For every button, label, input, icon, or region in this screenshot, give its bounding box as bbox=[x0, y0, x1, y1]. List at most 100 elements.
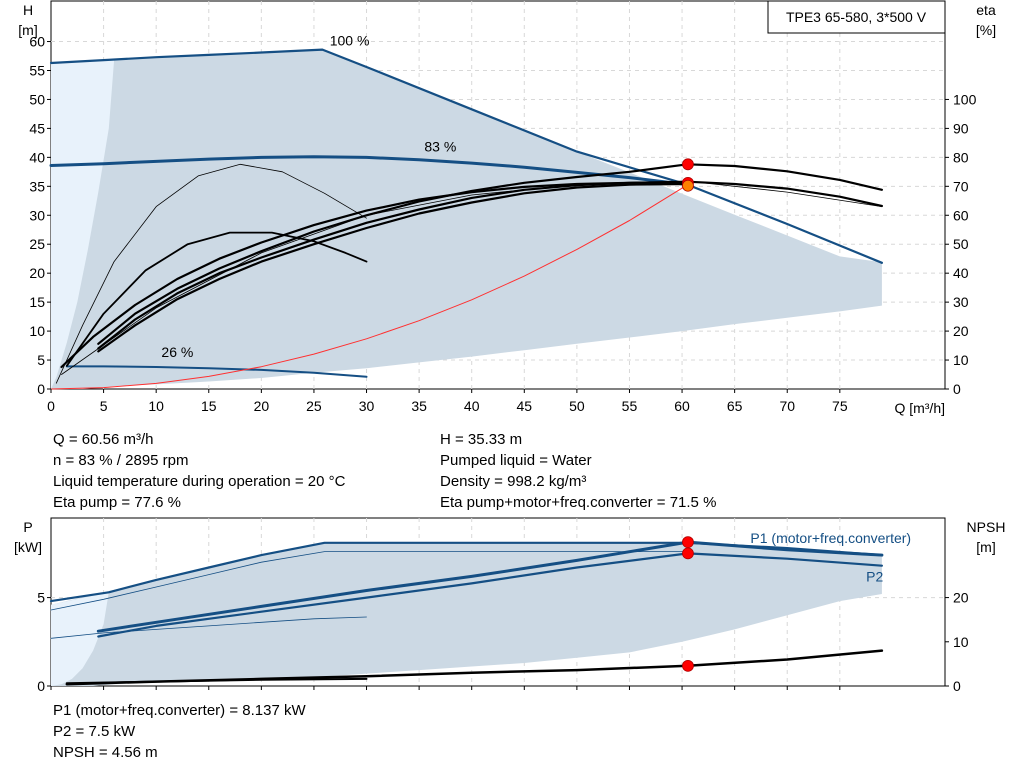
right-tick-label: 20 bbox=[953, 590, 969, 606]
info-head: H = 35.33 m bbox=[440, 431, 523, 448]
x-tick-label: 30 bbox=[359, 398, 375, 414]
left-tick-label: 15 bbox=[29, 294, 45, 310]
x-axis-label: Q [m³/h] bbox=[894, 400, 945, 416]
right-tick-label: 0 bbox=[953, 678, 961, 694]
power-info: P1 (motor+freq.converter) = 8.137 kW P2 … bbox=[53, 700, 306, 763]
info-eta-pump: Eta pump = 77.6 % bbox=[53, 494, 181, 511]
info-npsh: NPSH = 4.56 m bbox=[53, 744, 158, 761]
x-tick-label: 50 bbox=[569, 398, 585, 414]
left-tick-label: 5 bbox=[37, 352, 45, 368]
x-tick-label: 15 bbox=[201, 398, 217, 414]
series-efficiency-26 bbox=[65, 231, 368, 367]
x-tick-label: 45 bbox=[517, 398, 533, 414]
series-envelope-edge bbox=[51, 60, 115, 389]
series-efficiency-b bbox=[97, 180, 884, 350]
x-tick-label: 65 bbox=[727, 398, 743, 414]
series-p2-83 bbox=[97, 552, 884, 638]
series-envelope bbox=[51, 50, 882, 389]
series-system-curve bbox=[50, 184, 689, 390]
left-tick-label: 60 bbox=[29, 34, 45, 50]
legend-label: P1 (motor+freq.converter) bbox=[750, 530, 911, 546]
operating-point-marker bbox=[682, 547, 694, 560]
left-tick-label: 35 bbox=[29, 178, 45, 194]
series-efficiency-thin-83 bbox=[61, 180, 883, 375]
left-tick-label: 40 bbox=[29, 149, 45, 165]
left-axis-unit: [kW] bbox=[14, 539, 42, 555]
left-axis-unit: [m] bbox=[18, 22, 37, 38]
duty-info-left: Q = 60.56 m³/h n = 83 % / 2895 rpm Liqui… bbox=[53, 429, 345, 513]
left-tick-label: 30 bbox=[29, 207, 45, 223]
x-tick-label: 20 bbox=[254, 398, 270, 414]
duty-info-right: H = 35.33 m Pumped liquid = Water Densit… bbox=[440, 429, 716, 513]
series-efficiency-d bbox=[60, 181, 689, 369]
operating-point-marker bbox=[682, 536, 694, 549]
series-efficiency-a bbox=[97, 163, 884, 345]
left-tick-label: 0 bbox=[37, 381, 45, 397]
right-tick-label: 80 bbox=[953, 149, 969, 165]
series-p1-83 bbox=[96, 540, 884, 633]
series-envelope-edge bbox=[51, 592, 109, 686]
right-tick-label: 60 bbox=[953, 207, 969, 223]
left-tick-label: 45 bbox=[29, 120, 45, 136]
left-tick-label: 55 bbox=[29, 62, 45, 78]
info-temperature: Liquid temperature during operation = 20… bbox=[53, 473, 346, 490]
x-tick-label: 70 bbox=[779, 398, 795, 414]
x-tick-label: 55 bbox=[622, 398, 638, 414]
x-tick-label: 10 bbox=[148, 398, 164, 414]
speed-label: 83 % bbox=[424, 139, 456, 155]
info-p1: P1 (motor+freq.converter) = 8.137 kW bbox=[53, 702, 306, 719]
info-liquid: Pumped liquid = Water bbox=[440, 452, 592, 469]
series-curve-100 bbox=[49, 48, 884, 264]
right-axis-unit: [%] bbox=[976, 22, 996, 38]
right-tick-label: 20 bbox=[953, 323, 969, 339]
series-p1-low-thin bbox=[50, 616, 367, 639]
right-tick-label: 0 bbox=[953, 381, 961, 397]
series-p2-100-thin bbox=[50, 551, 688, 611]
left-tick-label: 50 bbox=[29, 91, 45, 107]
series-curve-26 bbox=[65, 365, 368, 378]
right-tick-label: 10 bbox=[953, 352, 969, 368]
left-tick-label: 5 bbox=[37, 590, 45, 606]
left-axis-label: H bbox=[23, 2, 33, 18]
x-tick-label: 40 bbox=[464, 398, 480, 414]
info-speed: n = 83 % / 2895 rpm bbox=[53, 452, 189, 469]
right-axis-unit: [m] bbox=[976, 539, 995, 555]
legend-label: P2 bbox=[866, 569, 883, 585]
series-efficiency-c bbox=[97, 182, 689, 353]
info-eta-total: Eta pump+motor+freq.converter = 71.5 % bbox=[440, 494, 717, 511]
right-axis-label: eta bbox=[976, 2, 996, 18]
right-tick-label: 40 bbox=[953, 265, 969, 281]
x-tick-label: 5 bbox=[100, 398, 108, 414]
left-tick-label: 10 bbox=[29, 323, 45, 339]
series-curve-83 bbox=[49, 155, 690, 187]
operating-point-marker bbox=[682, 179, 694, 192]
right-tick-label: 50 bbox=[953, 236, 969, 252]
series-npsh bbox=[65, 649, 884, 686]
right-tick-label: 30 bbox=[953, 294, 969, 310]
head-plot: 0510152025303540455055600102030405060708… bbox=[18, 0, 996, 416]
info-p2: P2 = 7.5 kW bbox=[53, 723, 136, 740]
left-tick-label: 0 bbox=[37, 678, 45, 694]
title-box bbox=[767, 0, 946, 34]
right-tick-label: 10 bbox=[953, 634, 969, 650]
left-tick-label: 25 bbox=[29, 236, 45, 252]
speed-label: 100 % bbox=[330, 33, 370, 49]
right-axis-label: NPSH bbox=[967, 519, 1006, 535]
speed-label: 26 % bbox=[161, 344, 193, 360]
info-flow: Q = 60.56 m³/h bbox=[53, 431, 154, 448]
series-efficiency-thin-100 bbox=[55, 163, 367, 384]
info-density: Density = 998.2 kg/m³ bbox=[440, 473, 587, 490]
x-tick-label: 60 bbox=[674, 398, 690, 414]
x-tick-label: 25 bbox=[306, 398, 322, 414]
left-axis-label: P bbox=[23, 519, 32, 535]
power-plot: 0 5 0 10 20 P [kW] NPSH [m] P1 (motor+freq.conver… bbox=[14, 517, 1006, 694]
operating-point-marker bbox=[682, 659, 694, 672]
right-tick-label: 90 bbox=[953, 120, 969, 136]
x-tick-label: 75 bbox=[832, 398, 848, 414]
operating-point-marker bbox=[682, 158, 694, 171]
x-tick-label: 0 bbox=[47, 398, 55, 414]
x-tick-label: 35 bbox=[411, 398, 427, 414]
right-tick-label: 100 bbox=[953, 91, 977, 107]
right-tick-label: 70 bbox=[953, 178, 969, 194]
